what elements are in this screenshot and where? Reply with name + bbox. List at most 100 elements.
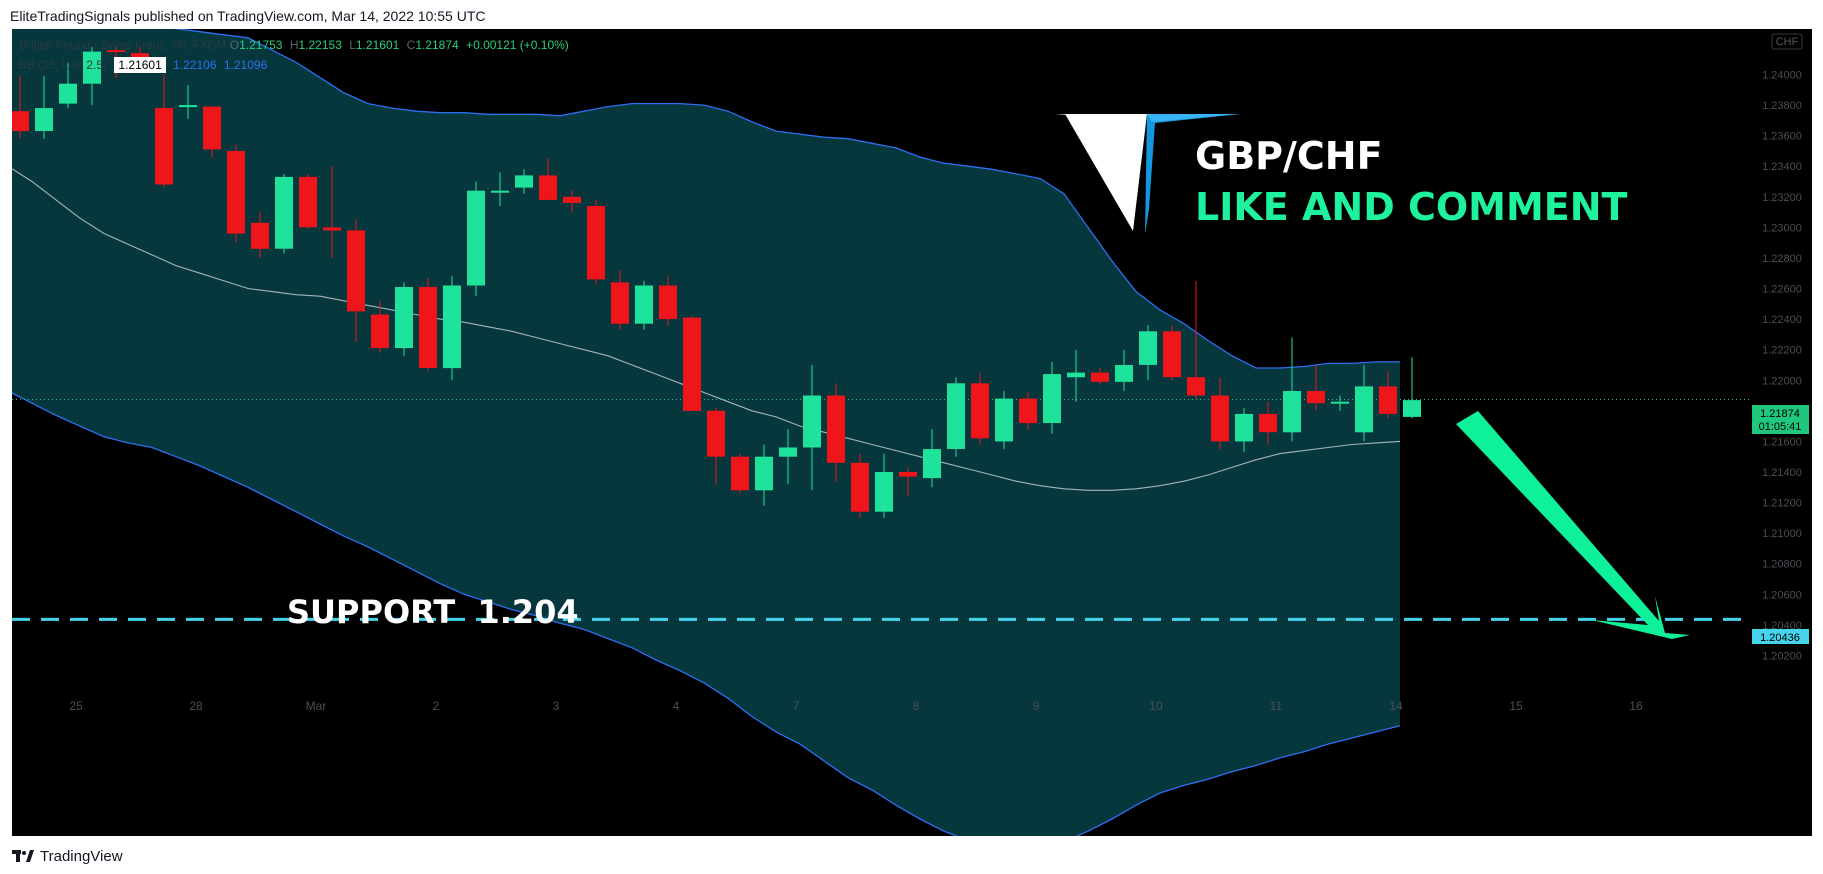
y-tick-label: 1.20600 (1762, 589, 1802, 601)
symbol-name[interactable]: British Pound / Swiss Franc, 5h, FXCM (19, 38, 227, 52)
y-tick-label: 1.23000 (1762, 222, 1802, 234)
close-label: C (406, 38, 416, 52)
candle-body (155, 108, 173, 185)
candle-body (899, 472, 917, 477)
cta-annotation: LIKE AND COMMENT (1195, 185, 1628, 229)
currency-badge-box[interactable] (1771, 33, 1803, 50)
candle-body (539, 175, 557, 200)
y-tick-label: 1.21400 (1762, 467, 1802, 479)
candle-body (1019, 398, 1037, 424)
open-value: 1.21753 (239, 38, 283, 52)
candle-body (563, 196, 581, 203)
candle-body (995, 398, 1013, 442)
price-axis[interactable]: 1.20200 1.20400 1.20600 1.20800 1.21000 1.212… (1762, 70, 1802, 663)
x-tick-label: 25 (69, 699, 83, 713)
last-price-label: 1.21874 (1760, 408, 1800, 420)
candle-body (683, 317, 701, 411)
candle-body (251, 222, 269, 249)
x-tick-label: 7 (793, 699, 800, 713)
chart-panel[interactable]: GBP/CHF LIKE AND COMMENT SUPPORT 1.204 1… (12, 29, 1812, 836)
support-price-badge (1752, 629, 1809, 644)
candle-body (1403, 400, 1421, 417)
candle-body (299, 176, 317, 228)
candle-body (107, 50, 125, 53)
candle-body (1235, 413, 1253, 442)
candle-body (515, 175, 533, 188)
candle-body (1091, 372, 1109, 382)
candle-body (371, 314, 389, 349)
x-tick-label: 2 (433, 699, 440, 713)
y-tick-label: 1.22600 (1762, 284, 1802, 296)
candle-body (1307, 391, 1325, 404)
high-value: 1.22153 (298, 38, 342, 52)
y-tick-label: 1.21000 (1762, 528, 1802, 540)
candle-body (491, 190, 509, 193)
candle-body (59, 83, 77, 104)
candle-body (875, 472, 893, 512)
y-tick-label: 1.21200 (1762, 498, 1802, 510)
candle-body (1283, 391, 1301, 433)
candle-body (755, 456, 773, 491)
candles-layer (12, 47, 1421, 518)
publish-header-text: EliteTradingSignals published on Trading… (10, 8, 486, 24)
candle-body (419, 287, 437, 368)
x-tick-label: 8 (913, 699, 920, 713)
x-tick-label: 15 (1509, 699, 1523, 713)
support-price-label: 1.20436 (1760, 632, 1800, 644)
bb-label[interactable]: BB (25, low, 2.5) (19, 58, 108, 72)
y-tick-label: 1.20200 (1762, 650, 1802, 662)
change-value: +0.00121 (+0.10%) (466, 38, 569, 52)
candle-body (12, 111, 29, 132)
y-tick-label: 1.21600 (1762, 436, 1802, 448)
candle-body (323, 227, 341, 231)
candle-body (827, 395, 845, 463)
x-tick-label: 16 (1629, 699, 1643, 713)
candle-body (1379, 386, 1397, 414)
candle-body (227, 151, 245, 234)
indicator-legend[interactable]: BB (25, low, 2.5) 1.21601 1.22106 1.2109… (19, 57, 271, 73)
candle-body (731, 456, 749, 491)
y-tick-label: 1.20400 (1762, 620, 1802, 632)
x-tick-label: Mar (306, 699, 327, 713)
candle-body (179, 105, 197, 108)
candle-body (707, 410, 725, 457)
candle-body (443, 285, 461, 369)
bb-basis-value: 1.21601 (114, 57, 166, 73)
candle-body (1187, 377, 1205, 396)
candle-body (803, 395, 821, 448)
time-axis[interactable]: 25 28 Mar 2 3 4 7 8 9 10 11 14 15 16 (69, 699, 1643, 713)
down-arrow-icon (1456, 411, 1690, 639)
y-tick-label: 1.23800 (1762, 100, 1802, 112)
bb-upper-value: 1.22106 (173, 58, 217, 72)
candle-body (1067, 372, 1085, 378)
candle-body (467, 190, 485, 286)
candle-body (347, 230, 365, 312)
low-value: 1.21601 (355, 38, 400, 52)
price-chart[interactable]: GBP/CHF LIKE AND COMMENT SUPPORT 1.204 1… (12, 29, 1812, 836)
candle-body (35, 108, 53, 131)
candle-body (1043, 374, 1061, 423)
footer: TradingView (12, 846, 123, 866)
candle-body (1331, 401, 1349, 404)
y-tick-label: 1.23200 (1762, 192, 1802, 204)
candle-body (659, 285, 677, 320)
countdown-label: 01:05:41 (1759, 421, 1802, 433)
low-label: L (349, 38, 356, 52)
x-tick-label: 14 (1389, 699, 1403, 713)
bb-lower-line (12, 392, 1401, 836)
candle-body (1115, 365, 1133, 382)
currency-badge[interactable]: CHF (1776, 36, 1799, 48)
last-price-badge (1752, 405, 1809, 434)
close-value: 1.21874 (415, 38, 459, 52)
candle-body (587, 206, 605, 280)
symbol-legend[interactable]: British Pound / Swiss Franc, 5h, FXCM O1… (19, 38, 573, 52)
open-label: O (229, 38, 240, 52)
tradingview-brand[interactable]: TradingView (40, 847, 123, 865)
price-badges: CHF 1.21874 01:05:41 1.20436 (1752, 33, 1809, 644)
tradingview-logo-icon[interactable] (12, 849, 34, 863)
candle-body (611, 282, 629, 324)
candle-body (947, 383, 965, 449)
annotation-layer: GBP/CHF LIKE AND COMMENT SUPPORT 1.204 (287, 134, 1628, 631)
bb-basis-line (12, 168, 1401, 491)
candle-body (395, 287, 413, 349)
